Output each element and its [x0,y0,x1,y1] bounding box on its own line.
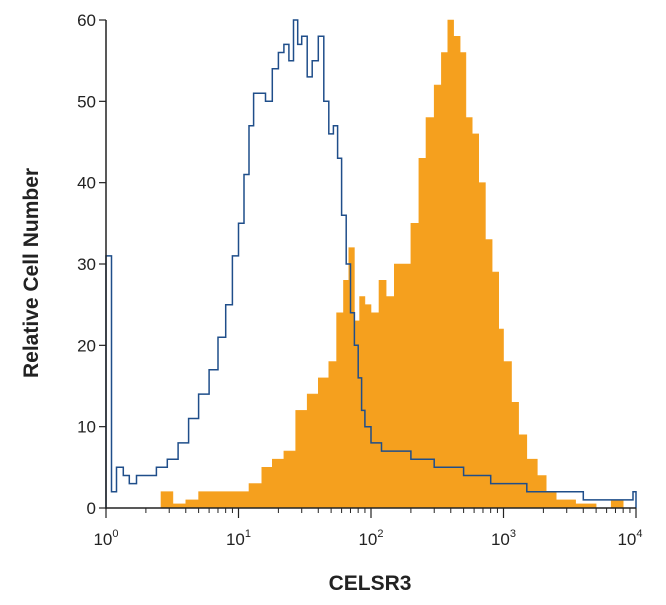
plot-area [105,19,637,509]
x-tick-label: 103 [491,528,516,549]
x-tick-label: 102 [358,528,383,549]
y-tick-label: 0 [87,499,96,518]
x-tick-label: 100 [93,528,118,549]
axes: 0 10 20 30 40 50 60 100 101 102 103 104 [77,11,642,549]
y-tick-label: 40 [77,174,96,193]
y-tick-label: 20 [77,336,96,355]
x-tick-label: 104 [617,528,642,549]
series-celsr3-filled [106,19,636,509]
x-tick-label: 101 [226,528,251,549]
x-axis-title: CELSR3 [329,572,412,595]
y-axis-title: Relative Cell Number [20,168,43,378]
y-tick-label: 50 [77,92,96,111]
y-tick-label: 60 [77,11,96,30]
y-tick-label: 30 [77,255,96,274]
series-control-outline [105,19,637,508]
y-tick-label: 10 [77,418,96,437]
